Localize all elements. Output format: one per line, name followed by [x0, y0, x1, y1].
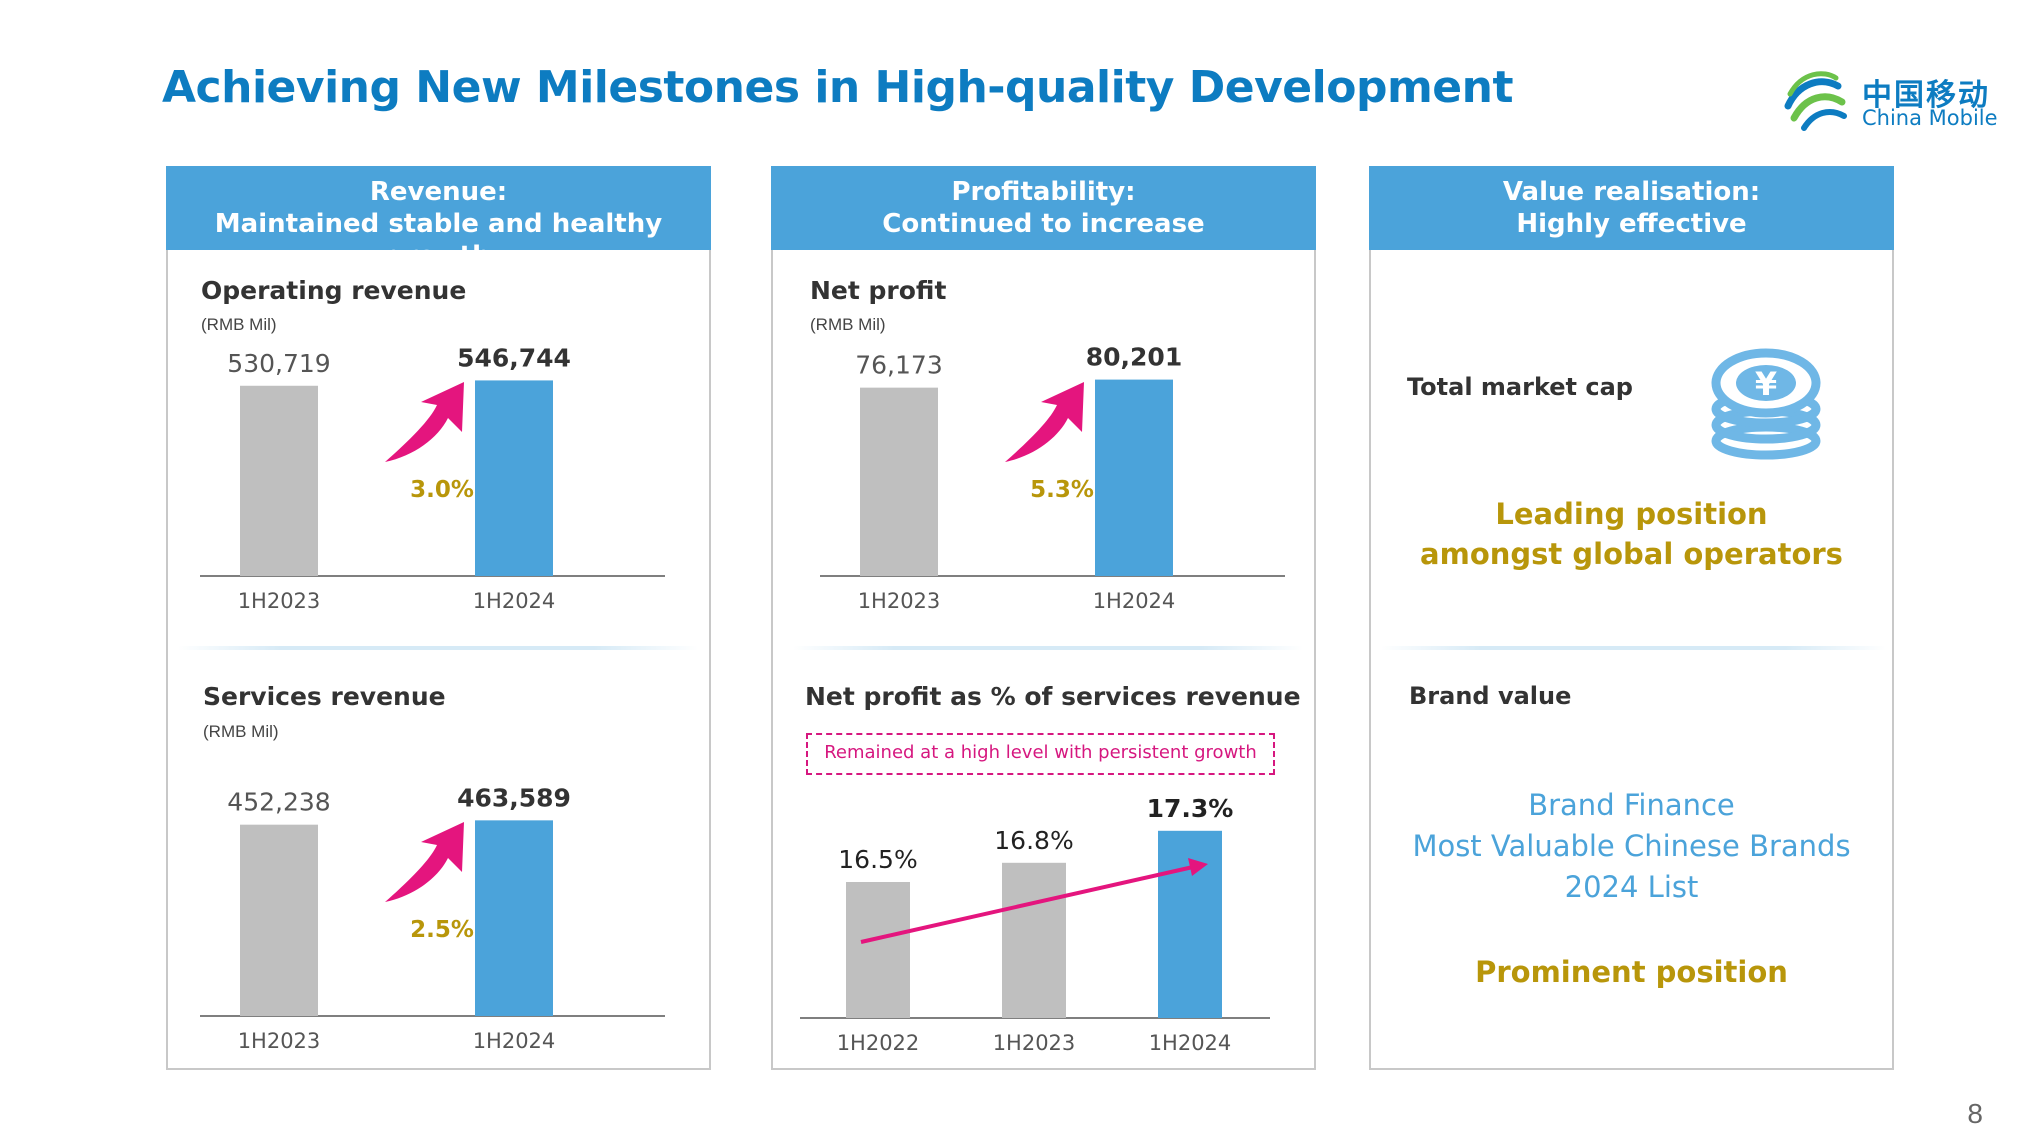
services-revenue-bar-1H2023: [240, 824, 318, 1016]
operating-revenue-chart: 530,719 1H2023 546,744 1H2024 3.0%: [200, 343, 665, 613]
divider: [1381, 646, 1886, 650]
operating-revenue-title: Operating revenue: [201, 276, 467, 305]
divider: [793, 646, 1303, 650]
revenue-header-line2: Maintained stable and healthy growth: [214, 209, 663, 271]
services-revenue-tick-1H2023: 1H2023: [238, 1029, 321, 1053]
net-profit-tick-1H2023: 1H2023: [858, 589, 941, 613]
services-revenue-unit: (RMB Mil): [203, 722, 279, 741]
net-profit-bar-1H2024: [1095, 379, 1173, 576]
revenue-panel-header: Revenue: Maintained stable and healthy g…: [166, 166, 711, 271]
operating-revenue-tick-1H2023: 1H2023: [238, 589, 321, 613]
net-profit-chart: 76,173 1H2023 80,201 1H2024 5.3%: [820, 343, 1285, 613]
value-header-line2: Highly effective: [1516, 209, 1747, 239]
margin-tick-1H2024: 1H2024: [1149, 1031, 1232, 1055]
china-mobile-logo: 中国移动 China Mobile: [1780, 66, 2010, 136]
services-revenue-chart: 452,238 1H2023 463,589 1H2024 2.5%: [200, 783, 665, 1053]
logo-cn-text: 中国移动: [1862, 78, 1990, 113]
margin-tick-1H2022: 1H2022: [837, 1031, 920, 1055]
margin-trend-arrowhead: [1188, 858, 1208, 876]
margin-data-label-1H2023: 16.8%: [994, 826, 1073, 855]
margin-trend-line: [860, 865, 1194, 944]
margin-tick-1H2023: 1H2023: [993, 1031, 1076, 1055]
china-mobile-swirl-icon: [1784, 71, 1847, 131]
services-revenue-tick-1H2024: 1H2024: [473, 1029, 556, 1053]
margin-bar-1H2022: [846, 882, 910, 1018]
profit-header-line1: Profitability:: [951, 177, 1136, 207]
services-revenue-bar-1H2024: [475, 820, 553, 1016]
services-revenue-title: Services revenue: [203, 682, 446, 711]
svg-text:¥: ¥: [1755, 365, 1777, 403]
net-profit-tick-1H2024: 1H2024: [1093, 589, 1176, 613]
market-cap-line2: amongst global operators: [1420, 537, 1843, 571]
net-profit-growth-arrow: [1005, 382, 1084, 462]
operating-revenue-data-label-1H2024: 546,744: [457, 343, 571, 372]
value-panel: Value realisation: Highly effective: [1369, 166, 1894, 1070]
services-revenue-growth-label: 2.5%: [410, 917, 474, 943]
profit-panel-header: Profitability: Continued to increase: [771, 166, 1316, 250]
operating-revenue-growth-label: 3.0%: [410, 477, 474, 503]
value-header-line1: Value realisation:: [1502, 177, 1761, 207]
margin-bar-1H2023: [1002, 862, 1066, 1018]
net-profit-data-label-1H2024: 80,201: [1086, 343, 1182, 372]
services-revenue-growth-arrow: [385, 822, 464, 902]
divider: [178, 646, 698, 650]
net-profit-unit: (RMB Mil): [810, 315, 886, 334]
margin-data-label-1H2022: 16.5%: [838, 845, 917, 874]
operating-revenue-unit: (RMB Mil): [201, 315, 277, 334]
services-revenue-data-label-1H2023: 452,238: [227, 788, 330, 817]
logo-en-text: China Mobile: [1862, 106, 1998, 130]
brand-line1: Brand Finance: [1528, 788, 1735, 822]
operating-revenue-bar-1H2023: [240, 385, 318, 576]
net-profit-data-label-1H2023: 76,173: [855, 351, 942, 380]
profit-note-box: Remained at a high level with persistent…: [806, 733, 1275, 775]
page-number: 8: [1967, 1098, 1983, 1129]
operating-revenue-bar-1H2024: [475, 380, 553, 576]
page-title: Achieving New Milestones in High-quality…: [162, 62, 1514, 113]
operating-revenue-growth-arrow: [385, 382, 464, 462]
brand-line3: 2024 List: [1564, 870, 1699, 904]
net-profit-margin-chart: 16.5% 1H2022 16.8% 1H2023 17.3% 1H2024: [800, 794, 1270, 1055]
brand-value-label: Brand value: [1409, 682, 1572, 710]
net-profit-title: Net profit: [810, 276, 947, 305]
profit-header-line2: Continued to increase: [882, 209, 1205, 239]
services-revenue-data-label-1H2024: 463,589: [457, 783, 571, 812]
net-profit-growth-label: 5.3%: [1030, 477, 1094, 503]
market-cap-label: Total market cap: [1407, 373, 1633, 401]
revenue-header-line1: Revenue:: [369, 177, 508, 207]
net-profit-margin-title: Net profit as % of services revenue: [805, 682, 1301, 711]
market-cap-line1: Leading position: [1495, 497, 1768, 531]
operating-revenue-tick-1H2024: 1H2024: [473, 589, 556, 613]
yen-coin-stack-icon: ¥: [1711, 348, 1821, 460]
brand-line2: Most Valuable Chinese Brands: [1412, 829, 1851, 863]
value-panel-header: Value realisation: Highly effective: [1369, 166, 1894, 250]
brand-position: Prominent position: [1475, 955, 1788, 989]
net-profit-bar-1H2023: [860, 387, 938, 576]
operating-revenue-data-label-1H2023: 530,719: [227, 349, 330, 378]
margin-data-label-1H2024: 17.3%: [1147, 794, 1234, 823]
